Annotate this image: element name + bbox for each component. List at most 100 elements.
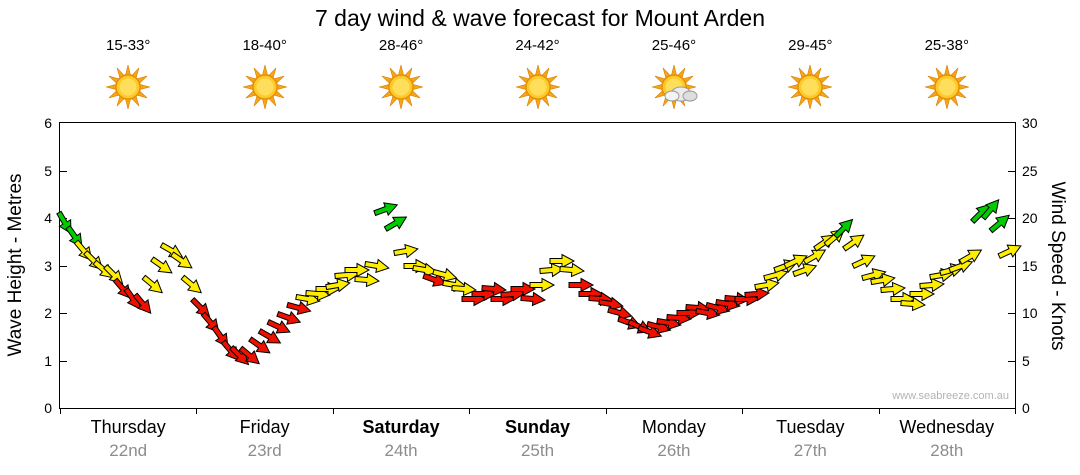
- wind-arrow: [870, 272, 897, 288]
- wind-arrow: [558, 262, 585, 278]
- temp-label: 24-42°: [515, 37, 560, 54]
- wind-arrow: [919, 277, 946, 293]
- wind-arrow: [568, 277, 595, 293]
- wind-arrow: [383, 215, 409, 232]
- wind-arrow: [432, 267, 458, 283]
- wind-arrow: [909, 286, 936, 302]
- temp-label: 15-33°: [106, 37, 151, 54]
- y-tick-label-right: 0: [1022, 400, 1030, 416]
- wind-arrow: [140, 274, 166, 293]
- wind-arrow: [899, 296, 926, 312]
- day-label: Friday: [239, 417, 290, 437]
- day-label: Sunday: [504, 417, 571, 437]
- partly-cloudy-icon: [650, 63, 698, 111]
- wind-arrow: [276, 310, 302, 326]
- wind-arrow: [130, 291, 156, 314]
- y-tick-label-right: 15: [1022, 257, 1038, 274]
- wind-arrow: [344, 262, 371, 278]
- date-label: 24th: [384, 441, 418, 460]
- wind-arrow: [744, 286, 770, 302]
- wind-arrow: [978, 198, 1004, 221]
- y-tick-mark-right: [1008, 170, 1015, 172]
- wind-arrow: [393, 243, 419, 259]
- wind-arrow: [422, 272, 448, 288]
- temp-label: 25-46°: [651, 37, 697, 54]
- wind-arrow: [324, 277, 351, 293]
- wind-arrow: [792, 262, 818, 278]
- x-tick-mark: [469, 409, 471, 414]
- watermark: www.seabreeze.com.au: [892, 390, 1009, 402]
- temp-label: 28-46°: [378, 37, 424, 54]
- wind-arrow: [237, 345, 263, 365]
- y-tick-label-left: 4: [44, 210, 52, 226]
- y-tick-mark-left: [60, 360, 67, 362]
- plot-area: www.seabreeze.com.au: [56, 123, 1022, 408]
- wind-arrow: [373, 201, 399, 217]
- sunny-icon: [514, 63, 562, 111]
- wind-arrow: [636, 324, 663, 340]
- date-label: 22nd: [109, 441, 148, 460]
- wind-arrow: [529, 277, 556, 293]
- day-label: Thursday: [90, 417, 166, 437]
- wind-arrow: [607, 305, 633, 321]
- y-tick-mark-left: [60, 265, 67, 267]
- wind-arrow: [958, 248, 984, 265]
- y-tick-label-left: 0: [44, 400, 52, 416]
- y-tick-mark-right: [1008, 265, 1015, 267]
- day-label: Saturday: [362, 417, 440, 437]
- day-label: Tuesday: [776, 417, 845, 437]
- wind-arrow: [179, 274, 205, 293]
- wind-arrow: [510, 281, 536, 297]
- sunny-icon: [104, 63, 152, 111]
- day-label: Wednesday: [899, 417, 995, 437]
- wind-arrow: [266, 319, 292, 335]
- date-label: 23rd: [247, 441, 282, 460]
- wind-arrow: [227, 344, 253, 365]
- wind-arrow: [704, 300, 731, 316]
- wind-arrow: [549, 253, 575, 269]
- sunny-icon: [786, 63, 834, 111]
- y-tick-label-right: 25: [1022, 162, 1038, 179]
- date-label: 25th: [520, 441, 555, 460]
- wind-arrow: [880, 281, 907, 297]
- y-tick-label-left: 5: [44, 162, 52, 179]
- wind-arrow: [257, 327, 283, 345]
- sunny-icon: [377, 63, 425, 111]
- wind-arrow: [363, 258, 390, 274]
- wind-arrow: [169, 251, 195, 269]
- temp-label: 29-45°: [788, 37, 833, 54]
- y-tick-label-right: 30: [1022, 115, 1038, 131]
- wind-arrow: [285, 300, 312, 316]
- wind-arrow: [354, 272, 380, 288]
- x-tick-mark: [605, 409, 607, 414]
- wind-arrow: [860, 267, 887, 283]
- wind-arrow: [646, 319, 672, 335]
- day-label: Monday: [641, 417, 706, 437]
- y-tick-label-left: 2: [44, 305, 52, 321]
- sunny-icon: [923, 63, 971, 111]
- y-tick-label-right: 10: [1022, 305, 1038, 321]
- wind-arrow: [802, 248, 828, 265]
- date-label: 27th: [793, 441, 827, 460]
- temp-label: 18-40°: [242, 37, 287, 54]
- wind-arrow: [987, 214, 1013, 234]
- y-tick-mark-right: [1008, 313, 1015, 314]
- y-tick-mark-right: [1008, 218, 1015, 219]
- wind-arrow: [948, 258, 974, 274]
- wind-arrow: [753, 277, 780, 293]
- x-tick-mark: [60, 409, 61, 414]
- wind-arrow: [695, 305, 721, 321]
- x-tick-mark: [196, 409, 198, 414]
- date-label: 26th: [657, 441, 691, 460]
- y-tick-label-right: 20: [1022, 210, 1038, 226]
- temp-label: 25-38°: [924, 37, 969, 54]
- sunny-icon: [241, 63, 289, 111]
- x-tick-mark: [1015, 409, 1016, 414]
- date-label: 28th: [930, 441, 964, 460]
- wind-arrow: [451, 281, 478, 297]
- y-tick-mark-right: [1008, 360, 1015, 362]
- wind-arrow: [412, 262, 439, 278]
- y-tick-label-left: 3: [44, 257, 52, 274]
- wind-arrow: [831, 218, 857, 239]
